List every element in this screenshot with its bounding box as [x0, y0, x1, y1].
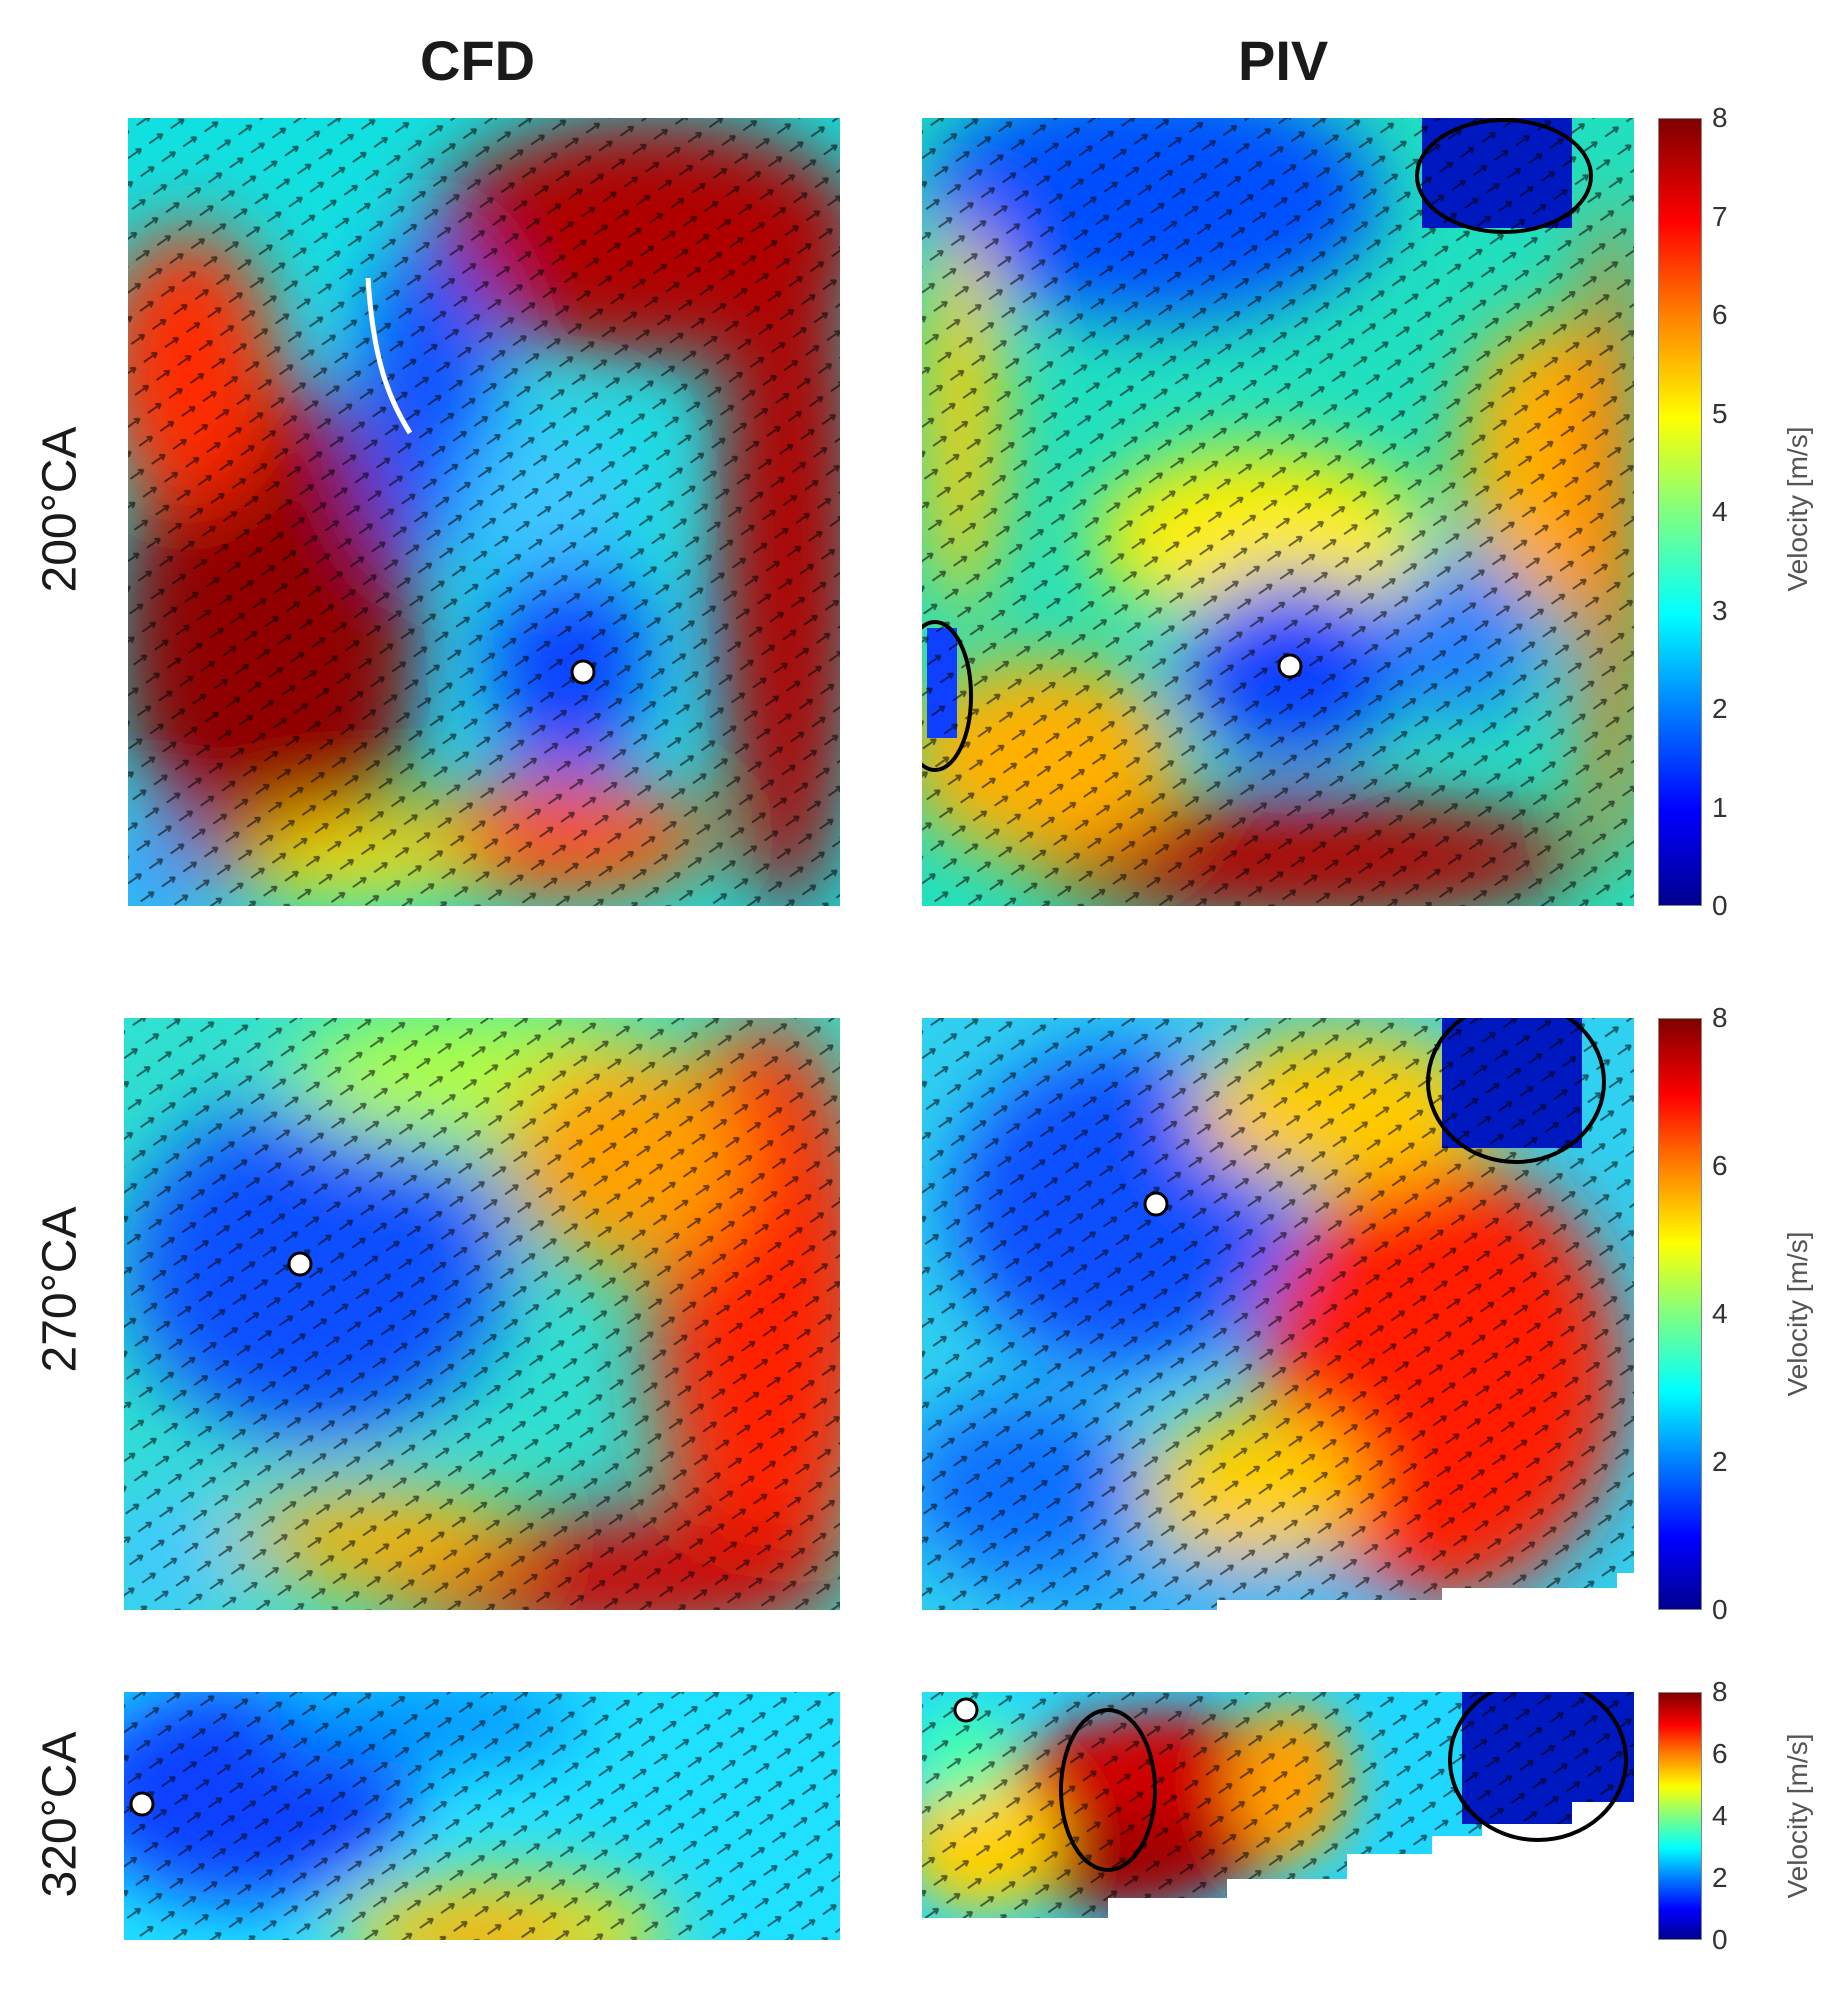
colorbar-gradient: [1658, 1018, 1702, 1610]
colorbar-label: Velocity [m/s]: [1782, 1231, 1813, 1397]
colorbar-label: Velocity [m/s]: [1782, 1733, 1813, 1899]
column-title-piv: PIV: [1238, 29, 1329, 92]
colorbar-tick: 8: [1712, 1676, 1728, 1707]
colorbar-tick: 4: [1712, 496, 1728, 527]
row-label-200ca: 200°CA: [33, 426, 87, 593]
colorbar-320ca: 8 6 4 2 0 Velocity [m/s]: [1658, 1676, 1813, 1955]
piv-200ca-velocity-field: [922, 118, 1634, 906]
colorbar-tick: 6: [1712, 299, 1728, 330]
colorbar-tick: 6: [1712, 1738, 1728, 1769]
highlight-ellipse: [1448, 1692, 1628, 1842]
colorbar-tick: 2: [1712, 1862, 1728, 1893]
row-label-320ca: 320°CA: [33, 1731, 87, 1898]
colorbar-tick: 8: [1712, 102, 1728, 133]
highlight-ellipse: [1426, 1018, 1606, 1164]
colorbar-tick: 0: [1712, 1924, 1728, 1955]
colorbar-tick: 7: [1712, 200, 1728, 232]
colorbar-tick: 3: [1712, 594, 1728, 626]
highlight-ellipse: [922, 620, 973, 772]
colorbar-tick: 6: [1712, 1150, 1728, 1181]
highlight-ellipse: [1415, 118, 1593, 234]
colorbar-gradient: [1658, 118, 1702, 906]
highlight-ellipse: [1059, 1708, 1157, 1872]
cfd-320ca-velocity-field: [124, 1692, 840, 1940]
colorbar-tick: 1: [1712, 791, 1728, 823]
colorbar-tick: 2: [1712, 693, 1728, 724]
colorbar-tick: 4: [1712, 1298, 1728, 1329]
colorbar-tick: 5: [1712, 397, 1728, 429]
row-label-270ca: 270°CA: [33, 1206, 87, 1373]
cfd-200ca-velocity-field: [128, 118, 840, 906]
piv-320ca-velocity-field: [922, 1692, 1634, 1918]
cfd-270ca-velocity-field: [124, 1018, 840, 1610]
column-title-cfd: CFD: [420, 29, 536, 92]
colorbar-200ca: 8 7 6 5 4 3 2 1 0 Velocity [m/s]: [1658, 102, 1813, 921]
colorbar-tick: 8: [1712, 1002, 1728, 1033]
colorbar-label: Velocity [m/s]: [1782, 426, 1813, 592]
piv-270ca-velocity-field: [922, 1018, 1634, 1610]
colorbar-tick: 0: [1712, 1594, 1728, 1625]
colorbar-tick: 0: [1712, 890, 1728, 921]
colorbar-tick: 4: [1712, 1800, 1728, 1831]
colorbar-gradient: [1658, 1692, 1702, 1940]
colorbar-tick: 2: [1712, 1446, 1728, 1477]
colorbar-270ca: 8 6 4 2 0 Velocity [m/s]: [1658, 1002, 1813, 1625]
